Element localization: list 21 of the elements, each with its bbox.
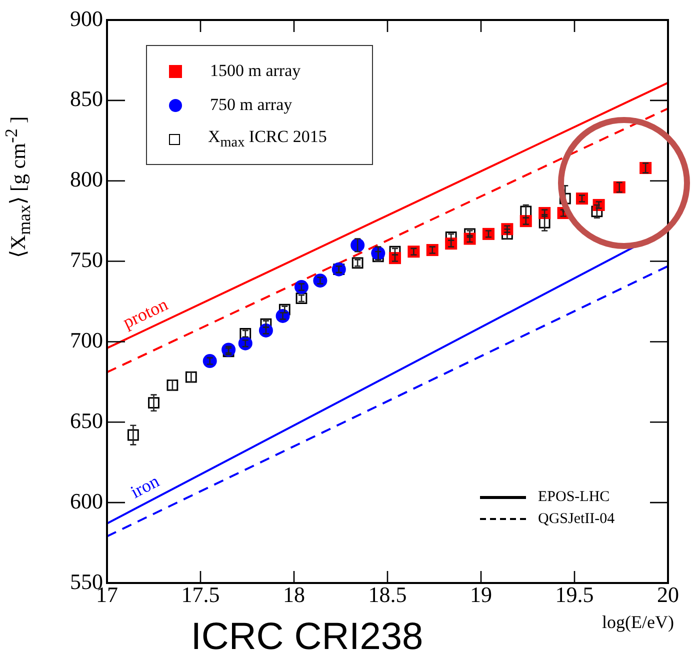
text: ICRC CRI238 [190,616,424,658]
y-tick-label: 700 [70,327,103,352]
x-tick-label: 19.5 [555,582,594,607]
y-tick-label: 900 [70,6,103,31]
x-tick-label: 18.5 [368,582,407,607]
text: proton [120,294,171,332]
annotation: EPOS-LHC [538,488,610,506]
legend-label: X$_{max}$ ICRC 2015 [208,126,327,152]
y-tick-label: 850 [70,86,103,112]
legend-label: 1500 m array [210,61,301,81]
y-tick-label: 750 [70,247,103,272]
legend-label: 750 m array [210,95,292,115]
y-tick-label: 650 [70,408,103,433]
x-tick-label: 19 [470,582,492,607]
annotation: QGSJetII-04 [538,510,615,528]
y-tick-label: 600 [70,488,103,514]
x-tick-label: 17.5 [181,582,220,607]
x-tick-label: 18 [283,582,305,607]
x-axis-title: log(E/eV) [602,612,674,633]
text: iron [127,470,162,502]
y-tick-label: 800 [70,166,103,192]
